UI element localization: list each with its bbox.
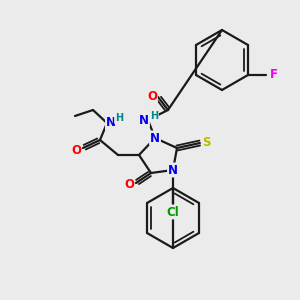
Text: N: N bbox=[168, 164, 178, 176]
Text: S: S bbox=[202, 136, 210, 149]
Text: N: N bbox=[150, 131, 160, 145]
Text: H: H bbox=[115, 113, 123, 123]
Text: H: H bbox=[150, 111, 158, 121]
Text: O: O bbox=[147, 91, 157, 103]
Text: N: N bbox=[106, 116, 116, 130]
Text: O: O bbox=[124, 178, 134, 191]
Text: O: O bbox=[71, 143, 81, 157]
Text: N: N bbox=[139, 113, 149, 127]
Text: Cl: Cl bbox=[167, 206, 179, 218]
Text: F: F bbox=[270, 68, 278, 82]
